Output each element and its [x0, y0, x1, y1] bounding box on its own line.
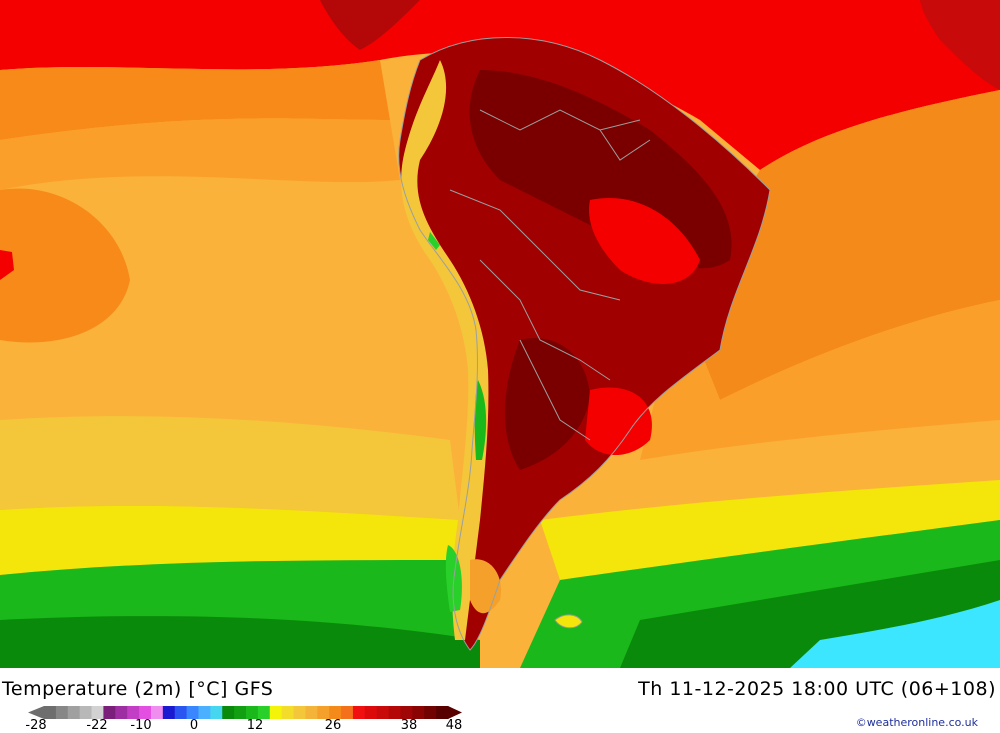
legend-swatch	[174, 706, 187, 719]
legend-tick: -28	[25, 718, 47, 733]
chaco-hot-core	[505, 338, 590, 470]
legend-swatch	[317, 706, 330, 719]
legend-swatch	[210, 706, 223, 719]
andes-green-spot	[428, 232, 440, 250]
legend-tick: 38	[400, 718, 418, 733]
legend-swatch	[246, 706, 259, 719]
legend-swatch	[44, 706, 57, 719]
legend-swatch	[376, 706, 389, 719]
legend-swatch	[305, 706, 318, 719]
brazil-warm-patch	[589, 198, 700, 284]
atlantic-yellow-band	[540, 480, 1000, 580]
cold-cyan-patch	[790, 600, 1000, 668]
country-borders	[398, 37, 771, 651]
legend-tick: 0	[189, 718, 199, 733]
legend-swatch	[257, 706, 271, 719]
southern-yellow-band	[0, 505, 470, 575]
map-timestamp: Th 11-12-2025 18:00 UTC (06+108)	[638, 678, 996, 700]
legend-tick: 26	[324, 718, 342, 733]
legend-swatch	[115, 706, 128, 719]
map-title: Temperature (2m) [°C] GFS	[2, 678, 274, 700]
andes-green-strip	[474, 380, 487, 460]
uruguay-warm-patch	[585, 387, 652, 455]
legend-swatch	[436, 706, 449, 719]
legend-swatch	[388, 706, 401, 719]
legend-swatch	[103, 706, 116, 719]
legend-tick: 48	[445, 718, 463, 733]
footer-bar	[0, 668, 1000, 733]
legend-swatch	[127, 706, 140, 719]
legend-swatch	[269, 706, 283, 719]
legend-tick: 12	[246, 718, 264, 733]
legend-swatch	[341, 706, 354, 719]
pacific-hot-speck	[0, 250, 14, 280]
legend-tick: -10	[130, 718, 152, 733]
legend-swatch	[198, 706, 211, 719]
legend-swatch	[55, 706, 69, 719]
legend-swatch	[162, 706, 176, 719]
atlantic-light-orange-band	[640, 300, 1000, 460]
legend-swatch	[139, 706, 152, 719]
pacific-light-orange-band	[0, 118, 400, 190]
color-legend	[28, 706, 462, 719]
atlantic-orange-band	[680, 90, 1000, 400]
pacific-warm-patch	[0, 188, 130, 343]
legend-swatch	[412, 706, 425, 719]
legend-arrow-right	[448, 706, 462, 719]
legend-swatch	[400, 706, 413, 719]
southern-dark-green-west	[0, 616, 480, 668]
legend-swatch	[352, 706, 366, 719]
legend-swatch	[67, 706, 81, 719]
legend-swatch	[329, 706, 342, 719]
legend-swatch	[91, 706, 104, 719]
northern-hot-band	[0, 0, 1000, 170]
legend-swatch	[234, 706, 247, 719]
legend-swatch	[364, 706, 378, 719]
falkland-islands	[554, 614, 583, 629]
credit-link[interactable]: ©weatheronline.co.uk	[855, 716, 978, 729]
central-america-land	[320, 0, 420, 50]
legend-swatch	[293, 706, 306, 719]
legend-swatch	[79, 706, 92, 719]
legend-tick: -22	[86, 718, 108, 733]
legend-swatch	[222, 706, 235, 719]
pacific-orange-band	[0, 60, 390, 140]
legend-swatch	[281, 706, 294, 719]
temperature-map	[0, 0, 1000, 668]
legend-swatches	[28, 706, 462, 719]
legend-swatch	[424, 706, 437, 719]
legend-swatch	[186, 706, 199, 719]
southern-amber-band	[0, 416, 460, 520]
africa-edge-land	[920, 0, 1000, 90]
legend-arrow-left	[28, 706, 44, 719]
legend-swatch	[150, 706, 164, 719]
